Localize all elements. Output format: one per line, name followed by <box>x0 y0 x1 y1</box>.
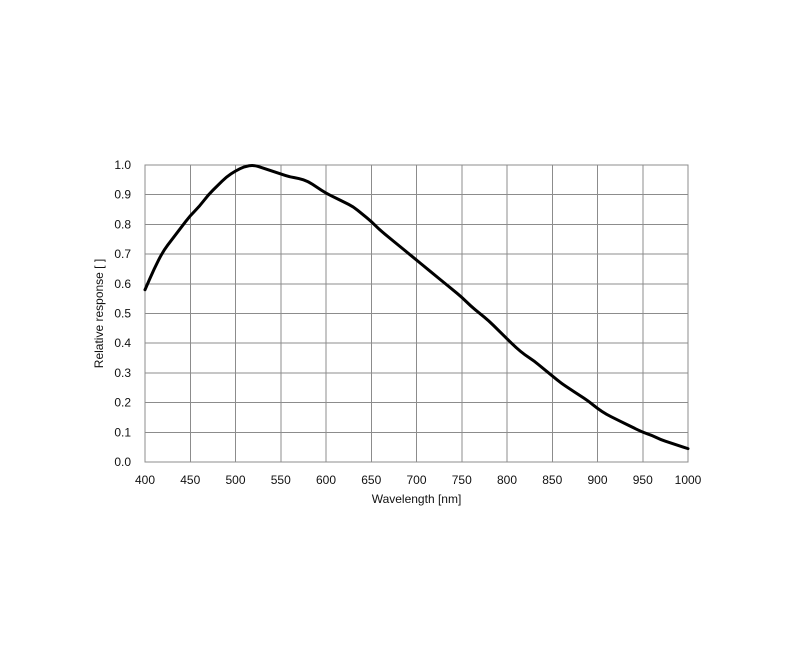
plot-area-border <box>144 164 689 463</box>
x-tick-label: 650 <box>361 473 381 487</box>
y-tick-label: 0.8 <box>114 217 131 231</box>
y-tick-label: 0.1 <box>114 425 131 439</box>
x-tick-label: 400 <box>135 473 155 487</box>
y-tick-label: 0.6 <box>114 277 131 291</box>
y-tick-label: 0.0 <box>114 455 131 469</box>
x-tick-label: 700 <box>406 473 426 487</box>
y-tick-label: 1.0 <box>114 158 131 172</box>
y-tick-label: 0.9 <box>114 188 131 202</box>
x-tick-label: 950 <box>633 473 653 487</box>
x-tick-label: 1000 <box>675 473 702 487</box>
response-curve <box>143 163 690 451</box>
x-tick-label: 550 <box>271 473 291 487</box>
x-tick-label: 450 <box>180 473 200 487</box>
y-axis-tick-labels: 0.0 0.1 0.2 0.3 0.4 0.5 0.6 0.7 0.8 0.9 1.0 <box>114 158 131 469</box>
x-tick-label: 750 <box>452 473 472 487</box>
x-axis-title: Wavelength [nm] <box>372 492 462 506</box>
x-tick-label: 500 <box>225 473 245 487</box>
y-tick-label: 0.3 <box>114 366 131 380</box>
x-axis-tick-labels: 400 450 500 550 600 650 700 750 800 850 900 950 1000 <box>135 473 702 487</box>
y-tick-label: 0.4 <box>114 336 131 350</box>
y-axis-title: Relative response [ ] <box>92 259 106 368</box>
x-tick-label: 850 <box>542 473 562 487</box>
x-tick-label: 800 <box>497 473 517 487</box>
y-tick-label: 0.2 <box>114 396 131 410</box>
y-tick-label: 0.5 <box>114 307 131 321</box>
y-tick-label: 0.7 <box>114 247 131 261</box>
x-tick-label: 900 <box>587 473 607 487</box>
x-tick-label: 600 <box>316 473 336 487</box>
grid <box>144 164 689 463</box>
